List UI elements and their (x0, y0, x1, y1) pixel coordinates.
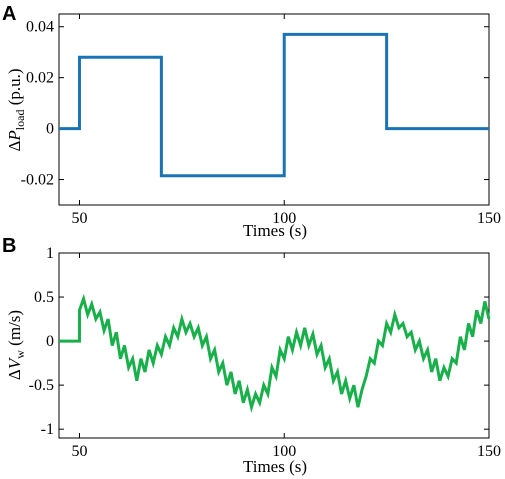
y-axis-label-b-var: V (5, 356, 24, 369)
panel-label-a: A (2, 3, 16, 25)
y-tick-label-b: 0 (46, 333, 54, 350)
y-tick-label-b: 1 (46, 245, 54, 262)
x-ticks-a: 50 100 150 (71, 14, 501, 227)
y-axis-label-b-sub: w (13, 350, 27, 359)
y-tick-label-b: -1 (41, 421, 54, 438)
y-axis-label-a: ΔPload (p.u.) (5, 68, 27, 151)
y-axis-label-a-sub: load (13, 110, 27, 131)
y-tick-label-a: 0.02 (26, 70, 54, 87)
y-axis-label-b-delta: Δ (5, 369, 24, 380)
x-tick-label-a: 150 (477, 210, 501, 227)
y-axis-label-b: ΔVw (m/s) (5, 310, 27, 380)
y-tick-label-a: -0.02 (21, 172, 54, 189)
x-ticks-b: 50 100 150 (71, 253, 501, 460)
series-line-delta-v-w (59, 293, 491, 413)
y-tick-label-a: 0.04 (26, 19, 54, 36)
series-line-delta-p-load (59, 32, 489, 178)
y-axis-label-a-delta: Δ (5, 141, 24, 152)
y-tick-label-b: 0.5 (34, 289, 54, 306)
x-tick-label-b: 100 (272, 443, 296, 460)
plot-area-a (58, 13, 490, 206)
y-ticks-a: -0.02 0 0.02 0.04 (21, 19, 489, 189)
x-tick-label-a: 100 (272, 210, 296, 227)
y-tick-label-b: -0.5 (29, 377, 54, 394)
y-axis-label-a-unit: (p.u.) (5, 68, 24, 109)
y-ticks-b: -1 -0.5 0 0.5 1 (29, 245, 489, 438)
chart-panel-b: B 50 100 150 -1 -0.5 0 0.5 1 Times (s) ΔVw (m/… (2, 235, 501, 476)
plot-area-b (58, 252, 490, 439)
x-tick-label-b: 150 (477, 443, 501, 460)
x-tick-label-a: 50 (71, 210, 87, 227)
x-tick-label-b: 50 (71, 443, 87, 460)
y-tick-label-a: 0 (46, 121, 54, 138)
x-axis-label-b: Times (s) (243, 457, 307, 476)
y-axis-label-b-unit: (m/s) (5, 310, 24, 350)
chart-panel-a: A 50 100 150 -0.02 0 0.02 0.04 Times (s) ΔPlo… (2, 3, 501, 240)
panel-label-b: B (2, 235, 16, 257)
x-axis-label-a: Times (s) (243, 221, 307, 240)
y-axis-label-a-var: P (5, 130, 24, 141)
